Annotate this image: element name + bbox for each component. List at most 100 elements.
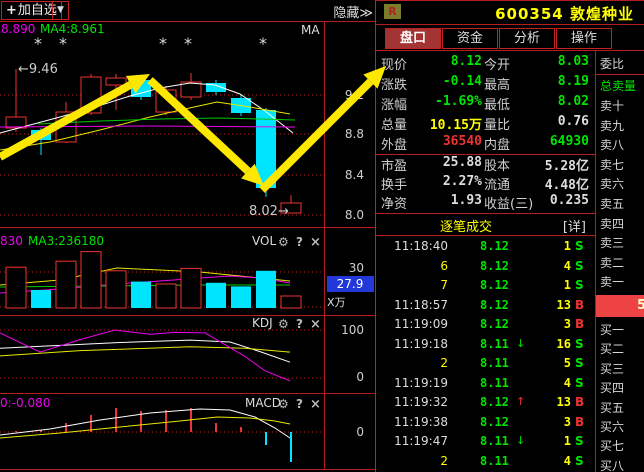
candles xyxy=(5,69,302,214)
quote-row: 涨幅 -1.69% 最低 8.02 xyxy=(376,94,596,114)
tick-quantity: 4 xyxy=(563,375,571,390)
depth-sell-level: 卖三 xyxy=(600,236,625,251)
volume-bar xyxy=(231,286,251,308)
tab-pankou[interactable]: 盘口 xyxy=(385,28,441,49)
kdj-lines xyxy=(0,329,291,382)
tick-side: S xyxy=(575,434,584,448)
quote-summary: 现价 8.12 今开 8.03 涨跌 -0.14 最高 8.19 涨幅 -1.69% 最低 8.02 总… xyxy=(376,54,596,154)
tab-caozuo[interactable]: 操作 xyxy=(556,28,612,49)
tab-zijin[interactable]: 资金 xyxy=(442,28,498,49)
quote-label: 市盈 xyxy=(381,159,408,174)
volume-bar xyxy=(5,266,27,309)
kdj-help-icon[interactable]: ? xyxy=(296,317,303,331)
quote-row: 市盈 25.88 股本 5.28亿 xyxy=(376,155,596,174)
event-star: * xyxy=(259,34,267,53)
depth-sell-level: 卖五 xyxy=(600,197,625,211)
tick-side: S xyxy=(575,375,584,390)
volume-bar xyxy=(280,295,302,309)
quote-value: 8.03 xyxy=(557,54,589,69)
quote-value: -0.14 xyxy=(442,74,482,89)
depth-buy-level: 买四 xyxy=(600,381,625,396)
tick-price: 8.11 xyxy=(480,375,509,390)
volume-bar xyxy=(105,270,127,309)
divider xyxy=(376,24,644,25)
stock-name: 敦煌种业 xyxy=(569,5,634,23)
svg-text:8.8: 8.8 xyxy=(345,127,364,141)
tick-row: 11:19:09 8.12 3 B xyxy=(376,317,596,336)
depth-current-row: 5 xyxy=(596,295,644,317)
tab-fenxi[interactable]: 分析 xyxy=(499,28,555,49)
quote-label: 净资 xyxy=(381,197,408,212)
quote-label: 涨跌 xyxy=(381,78,408,93)
stock-code: 600354 xyxy=(495,5,564,23)
vol-pane-title: VOL xyxy=(252,234,276,248)
quote-value: 8.02 xyxy=(557,94,589,109)
candle-body xyxy=(256,110,276,188)
add-watchlist-button[interactable]: +加自选 xyxy=(1,1,62,20)
tick-price: 8.12 xyxy=(480,297,509,312)
quote-value: 10.15万 xyxy=(429,118,482,133)
tick-side: B xyxy=(575,395,585,409)
toolbar: +加自选 ▼ 隐藏≫ xyxy=(0,0,375,22)
macd-close-icon[interactable]: × xyxy=(310,397,321,412)
depth-sell-level: 卖九 xyxy=(600,118,625,133)
quote-label: 今开 xyxy=(484,58,511,73)
vol-settings-icon[interactable]: ⚙ xyxy=(278,235,289,249)
macd-dif-line xyxy=(0,408,291,439)
divider xyxy=(595,50,596,472)
candle-body xyxy=(80,76,102,114)
ma-label-1: 8.890 xyxy=(1,22,35,36)
quote-label: 收益(三) xyxy=(484,197,534,212)
tick-quantity: 4 xyxy=(563,453,571,468)
arrow-down-icon: ↓ xyxy=(516,434,526,447)
macd-settings-icon[interactable]: ⚙ xyxy=(278,397,289,411)
quote-row: 现价 8.12 今开 8.03 xyxy=(376,54,596,74)
hide-panel-button[interactable]: 隐藏≫ xyxy=(333,6,373,21)
ma-label-2: MA4:8.961 xyxy=(40,22,105,36)
volume-bar xyxy=(180,267,202,309)
divider xyxy=(376,0,644,1)
depth-buy-level: 买七 xyxy=(600,439,625,454)
volume-bar xyxy=(155,283,177,309)
vol-current-value: 27.9 xyxy=(337,277,364,291)
tick-time: 11:19:47 xyxy=(394,434,448,448)
volume-bar xyxy=(80,251,102,309)
tick-price: 8.12 xyxy=(480,239,509,253)
quote-label: 内盘 xyxy=(484,138,511,153)
divider xyxy=(376,50,644,51)
tick-price: 8.12 xyxy=(480,414,509,429)
vol-close-icon[interactable]: × xyxy=(310,235,321,250)
quote-label: 总量 xyxy=(381,118,408,133)
kline-chart: * * * * * 8.890 MA4:8.961 MA ←9.46 8.02→ 9.2… xyxy=(0,21,375,470)
quote-value: 36540 xyxy=(442,134,482,149)
divider xyxy=(376,235,595,236)
quote-row: 净资 1.93 收益(三) 0.235 xyxy=(376,193,596,212)
tick-detail-button[interactable]: [详] xyxy=(562,220,586,235)
tick-row: 2 8.11 5 S xyxy=(376,356,596,375)
kdj-close-icon[interactable]: × xyxy=(310,317,321,332)
volume-bar xyxy=(131,281,151,308)
quote-row: 涨跌 -0.14 最高 8.19 xyxy=(376,74,596,94)
macd-value-label: 0:-0.080 xyxy=(0,396,50,410)
macd-pane-title: MACD xyxy=(245,396,281,410)
kdj-pane-title: KDJ xyxy=(252,316,273,330)
price-axis-labels: 9.2 8.8 8.4 8.0 xyxy=(345,88,364,222)
quote-row: 换手 2.27% 流通 4.48亿 xyxy=(376,174,596,193)
tick-side: B xyxy=(575,317,585,331)
kdj-settings-icon[interactable]: ⚙ xyxy=(278,317,289,331)
depth-weibi-label: 委比 xyxy=(600,57,625,71)
tick-quantity: 3 xyxy=(563,317,571,331)
divider xyxy=(376,154,595,155)
tick-time: 11:19:32 xyxy=(394,395,448,409)
quote-label: 外盘 xyxy=(381,138,408,153)
quote-value: 25.88 xyxy=(442,155,482,170)
tick-time: 6 xyxy=(440,258,448,273)
tick-side: S xyxy=(575,258,584,273)
watchlist-dropdown-button[interactable]: ▼ xyxy=(52,1,69,20)
tick-row: 11:19:18 8.11 ↓ 16 S xyxy=(376,337,596,356)
fundamentals: 市盈 25.88 股本 5.28亿 换手 2.27% 流通 4.48亿 净资 1.93 收益(三) 0… xyxy=(376,155,596,213)
volume-bar xyxy=(206,282,226,308)
macd-help-icon[interactable]: ? xyxy=(296,397,303,411)
tick-row: 2 8.11 4 S xyxy=(376,454,596,472)
vol-help-icon[interactable]: ? xyxy=(296,235,303,249)
